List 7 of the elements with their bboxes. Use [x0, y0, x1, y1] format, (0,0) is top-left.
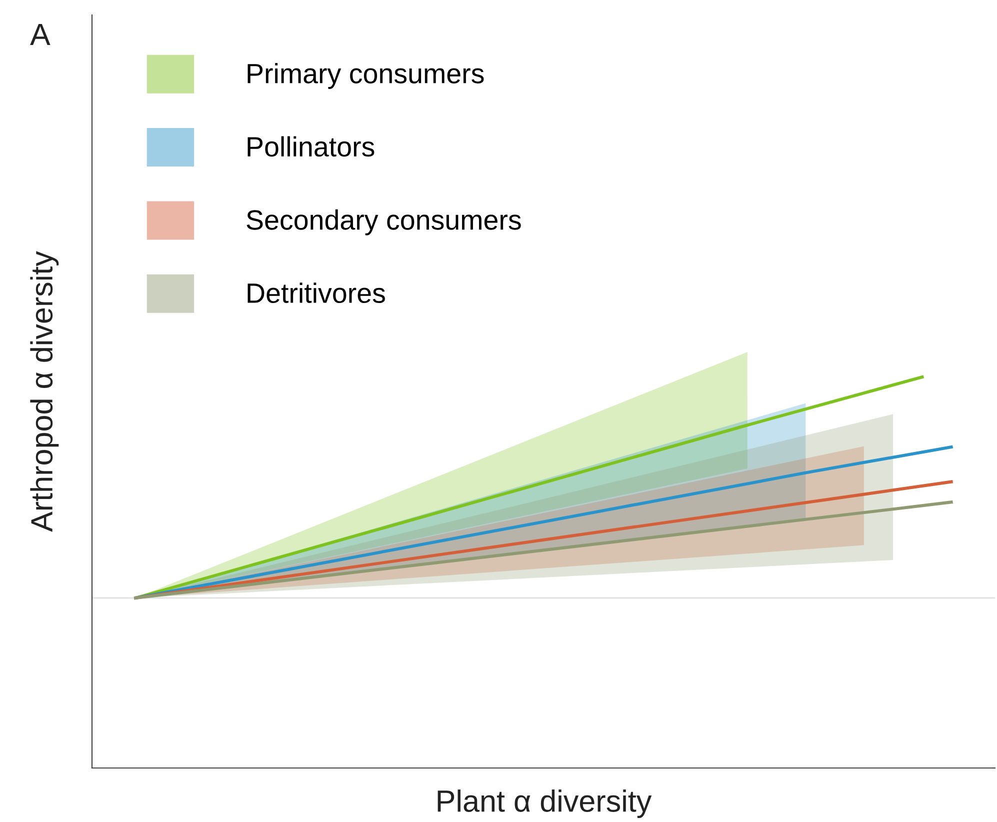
x-axis-title: Plant α diversity	[438, 790, 652, 818]
text: A	[30, 24, 50, 45]
y-axis-title: Arthropod α diversity	[30, 251, 59, 532]
legend-label: Detritivores	[248, 282, 385, 304]
legend-label: Pollinators	[248, 136, 374, 157]
legend-label: Primary consumers	[248, 63, 484, 89]
legend-label: Secondary consumers	[246, 209, 521, 236]
